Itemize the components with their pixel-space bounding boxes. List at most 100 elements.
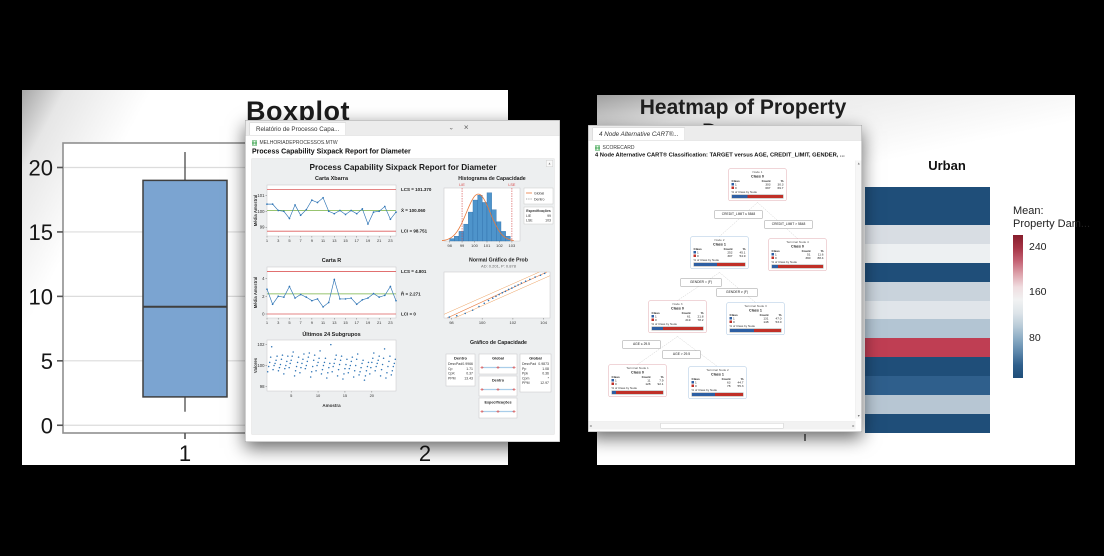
svg-text:Valores: Valores bbox=[253, 357, 258, 373]
svg-text:Gráfico de Capacidade: Gráfico de Capacidade bbox=[470, 340, 527, 346]
svg-text:Média Amostral: Média Amostral bbox=[253, 277, 258, 309]
svg-text:LCS = 101.370: LCS = 101.370 bbox=[401, 187, 432, 192]
cart-worksheet-line: SCORECARD bbox=[595, 145, 862, 151]
scroll-up-icon[interactable]: ▴ bbox=[857, 161, 860, 166]
scroll-down-icon[interactable]: ▾ bbox=[857, 413, 860, 419]
tab-capability-report[interactable]: Relatório de Processo Capa... bbox=[249, 122, 346, 135]
vertical-scrollbar[interactable]: ▴ ▾ bbox=[855, 160, 862, 419]
tree-node-tn1[interactable]: Terminal Node 1 Class 0 Class Count% 1 11 7.9 0… bbox=[608, 364, 667, 398]
tree-node-tn3[interactable]: Terminal Node 3 Class 1 Class Count% 1 131 47.… bbox=[726, 302, 785, 336]
svg-text:11: 11 bbox=[321, 238, 326, 243]
svg-text:5: 5 bbox=[290, 393, 293, 398]
svg-text:20: 20 bbox=[370, 393, 375, 398]
scroll-right-icon[interactable]: ▸ bbox=[852, 423, 855, 429]
svg-text:0.9873: 0.9873 bbox=[538, 362, 549, 366]
heatmap-cell bbox=[865, 224, 990, 244]
svg-text:9: 9 bbox=[311, 238, 314, 243]
heatmap-cell bbox=[865, 187, 990, 206]
svg-text:101: 101 bbox=[257, 193, 265, 198]
svg-text:98: 98 bbox=[449, 320, 454, 325]
colorbar-tick-label: 160 bbox=[1029, 285, 1047, 298]
svg-text:5: 5 bbox=[41, 349, 53, 374]
svg-text:100: 100 bbox=[257, 363, 265, 368]
horizontal-scrollbar[interactable]: ◂ ▸ bbox=[588, 421, 856, 430]
svg-text:Carta R: Carta R bbox=[322, 258, 342, 264]
svg-text:LSE: LSE bbox=[526, 219, 533, 223]
svg-text:23: 23 bbox=[388, 320, 393, 325]
svg-text:0: 0 bbox=[262, 312, 265, 317]
svg-text:Amostra: Amostra bbox=[322, 403, 341, 408]
svg-text:2: 2 bbox=[419, 441, 431, 465]
svg-text:X̄ = 100.060: X̄ = 100.060 bbox=[401, 207, 426, 213]
capability-tabbar: Relatório de Processo Capa... ⌄ ✕ bbox=[245, 120, 560, 136]
svg-text:Dentro: Dentro bbox=[492, 379, 505, 383]
svg-text:15: 15 bbox=[343, 238, 348, 243]
cart-tabbar: 4 Node Alternative CART®... bbox=[588, 125, 862, 141]
process-capability-window: Relatório de Processo Capa... ⌄ ✕ MELHOR… bbox=[245, 120, 560, 442]
svg-text:15: 15 bbox=[343, 393, 348, 398]
svg-text:102: 102 bbox=[257, 342, 265, 347]
heatmap-cell bbox=[865, 205, 990, 225]
close-icon[interactable]: ✕ bbox=[463, 123, 469, 132]
tree-node-n2[interactable]: Node 2 Class 1 Class Count% 1 252 45.1 0 307 54.9… bbox=[690, 236, 749, 270]
svg-text:3: 3 bbox=[277, 238, 280, 243]
scrollbar-thumb[interactable] bbox=[660, 423, 784, 429]
split-rule-label: AGE ≤ 29.5 bbox=[622, 340, 661, 349]
svg-text:1.71: 1.71 bbox=[466, 367, 473, 371]
svg-text:1: 1 bbox=[266, 320, 269, 325]
svg-text:100: 100 bbox=[257, 209, 265, 214]
svg-text:Últimos 24 Subgrupos: Últimos 24 Subgrupos bbox=[302, 331, 360, 338]
svg-text:Cpm: Cpm bbox=[522, 376, 529, 380]
svg-text:103: 103 bbox=[509, 243, 516, 248]
svg-text:10: 10 bbox=[316, 393, 321, 398]
split-rule-label: GENDER = (F) bbox=[680, 278, 722, 287]
tab-cart[interactable]: 4 Node Alternative CART®... bbox=[592, 127, 686, 140]
svg-text:Ppk: Ppk bbox=[522, 372, 528, 376]
scroll-left-icon[interactable]: ◂ bbox=[589, 423, 592, 429]
collapse-icon[interactable]: ⌄ bbox=[448, 123, 454, 132]
svg-text:Global: Global bbox=[534, 192, 544, 196]
svg-text:100: 100 bbox=[471, 243, 478, 248]
capability-worksheet-line: MELHORIADEPROCESSOS.MTW bbox=[252, 140, 560, 146]
svg-text:CpK: CpK bbox=[448, 372, 455, 376]
svg-text:Pp: Pp bbox=[522, 367, 526, 371]
tree-node-root[interactable]: Node 1 Class 0 Class Count% 1 303 30.3 0 697 69.7… bbox=[728, 168, 787, 202]
svg-text:Cp: Cp bbox=[448, 367, 453, 371]
svg-text:LCI = 0: LCI = 0 bbox=[401, 312, 416, 317]
heatmap-cell bbox=[865, 414, 990, 433]
split-rule-label: CREDIT_LIMIT ≤ 5848 bbox=[714, 210, 763, 219]
scroll-up-button[interactable]: ▴ bbox=[546, 160, 553, 167]
svg-text:98: 98 bbox=[447, 243, 452, 248]
heatmap-cell bbox=[865, 300, 990, 320]
worksheet-grid-icon bbox=[252, 140, 257, 146]
svg-text:13: 13 bbox=[332, 238, 337, 243]
cart-tree-canvas: CREDIT_LIMIT ≤ 5848 CREDIT_LIMIT > 5848 GE… bbox=[588, 160, 857, 419]
tree-node-tn2[interactable]: Terminal Node 2 Class 1 Class Count% 1 63 44.7… bbox=[688, 366, 747, 400]
worksheet-name: MELHORIADEPROCESSOS.MTW bbox=[259, 140, 338, 146]
heatmap-colorbar bbox=[1013, 235, 1023, 378]
svg-text:Média Amostral: Média Amostral bbox=[253, 195, 258, 227]
svg-text:1: 1 bbox=[266, 238, 269, 243]
cart-heading: 4 Node Alternative CART® Classification:… bbox=[595, 152, 845, 158]
heatmap-cell bbox=[865, 376, 990, 396]
svg-text:11: 11 bbox=[321, 320, 326, 325]
heatmap-cell bbox=[865, 338, 990, 358]
svg-text:99: 99 bbox=[460, 243, 465, 248]
svg-text:2: 2 bbox=[262, 294, 265, 299]
colorbar-tick-label: 80 bbox=[1029, 331, 1041, 344]
svg-text:LCS = 4.801: LCS = 4.801 bbox=[401, 269, 427, 274]
worksheet-icon bbox=[595, 145, 600, 151]
svg-text:0: 0 bbox=[41, 413, 53, 438]
svg-text:4: 4 bbox=[262, 276, 265, 281]
tree-node-tn4[interactable]: Terminal Node 4 Class 0 Class Count% 1 51 11.6… bbox=[768, 238, 827, 272]
svg-text:21: 21 bbox=[377, 238, 382, 243]
heatmap-cell bbox=[865, 281, 990, 301]
heatmap-cell bbox=[865, 395, 990, 415]
svg-text:Normal Gráfico de Prob: Normal Gráfico de Prob bbox=[469, 258, 528, 264]
heatmap-column bbox=[865, 187, 990, 433]
svg-text:Global: Global bbox=[492, 357, 504, 361]
tree-node-n3[interactable]: Node 3 Class 0 Class Count% 1 61 21.8 0 219 78.2%… bbox=[648, 300, 707, 334]
split-rule-label: GENDER ≠ (F) bbox=[716, 288, 758, 297]
